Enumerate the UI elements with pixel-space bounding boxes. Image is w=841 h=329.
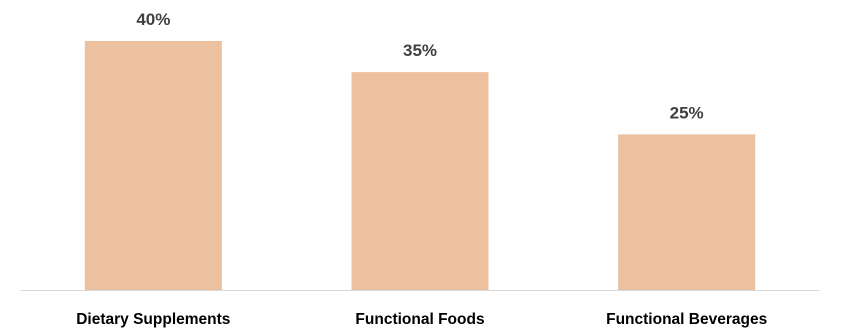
bar-0	[84, 41, 222, 290]
bar-2	[618, 134, 756, 290]
category-labels-group: Dietary Supplements Functional Foods Funct…	[76, 311, 767, 328]
bar-1	[351, 72, 489, 290]
value-labels-group: 40% 35% 25%	[136, 10, 703, 122]
data-label-1: 35%	[403, 41, 437, 60]
bars-group	[84, 41, 756, 290]
category-label-2: Functional Beverages	[606, 311, 767, 328]
data-label-0: 40%	[136, 10, 170, 29]
category-label-0: Dietary Supplements	[76, 311, 230, 328]
data-label-2: 25%	[670, 103, 704, 122]
category-label-1: Functional Foods	[355, 311, 484, 328]
